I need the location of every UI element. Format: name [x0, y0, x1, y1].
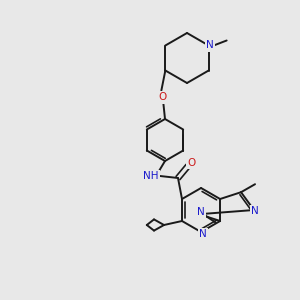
- Text: NH: NH: [143, 171, 159, 181]
- Text: N: N: [197, 207, 205, 217]
- Text: N: N: [206, 40, 214, 50]
- Text: N: N: [199, 229, 207, 239]
- Text: O: O: [158, 92, 166, 103]
- Text: O: O: [187, 158, 195, 168]
- Text: N: N: [251, 206, 259, 216]
